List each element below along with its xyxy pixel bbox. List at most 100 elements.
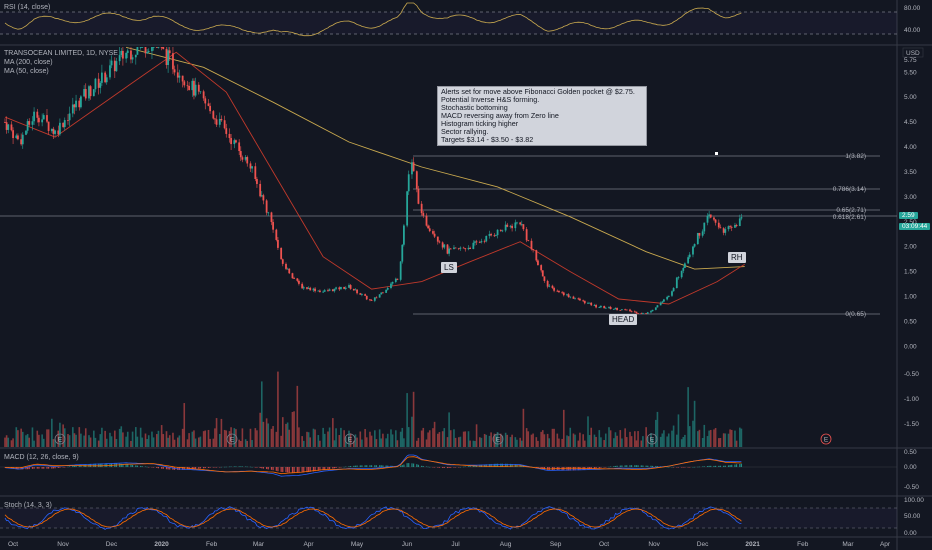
volume-bar	[286, 422, 289, 447]
volume-bar	[214, 428, 216, 447]
candle-body	[62, 122, 65, 128]
volume-bar	[713, 429, 715, 447]
candle-body	[146, 52, 149, 54]
macd-hist-bar	[182, 467, 184, 470]
macd-hist-bar	[209, 467, 211, 468]
price-tick-label: 4.00	[904, 144, 917, 151]
macd-hist-bar	[199, 467, 202, 469]
volume-bar	[369, 431, 371, 447]
macd-hist-bar	[734, 464, 736, 467]
volume-bar	[73, 433, 76, 447]
time-axis-label: Oct	[8, 541, 18, 548]
candle-body	[561, 292, 564, 294]
volume-bar	[522, 408, 525, 447]
volume-bar	[380, 438, 383, 447]
candle-body	[556, 290, 559, 292]
macd-hist-bar	[254, 467, 256, 468]
macd-hist-bar	[75, 465, 77, 467]
volume-bar	[104, 430, 106, 447]
candle-body	[696, 232, 699, 245]
volume-bar	[698, 429, 701, 447]
candle-body	[454, 247, 457, 249]
macd-hist-bar	[458, 467, 460, 468]
time-axis-label: Nov	[648, 541, 660, 548]
macd-hist-bar	[488, 464, 491, 467]
macd-hist-bar	[220, 466, 223, 468]
volume-bar	[118, 428, 121, 447]
stoch-tick-50: 50.00	[904, 513, 921, 520]
candle-body	[322, 291, 325, 293]
volume-bar	[84, 428, 87, 447]
macd-hist-bar	[68, 466, 71, 467]
volume-bar	[407, 427, 410, 447]
head-label[interactable]: HEAD	[609, 314, 638, 325]
candle-body	[399, 261, 402, 280]
volume-bar	[425, 439, 428, 447]
macd-hist-bar	[605, 467, 607, 468]
macd-hist-bar	[511, 464, 513, 467]
candle-body	[28, 121, 31, 125]
volume-bar	[692, 420, 694, 447]
candle-body	[436, 236, 439, 242]
candle-body	[296, 278, 299, 281]
candle-body	[469, 247, 472, 250]
time-axis[interactable]: Oct Nov Dec 2020 Feb Mar Apr May Jun Jul Aug Sep Oct…	[8, 541, 891, 548]
time-axis-label: Jun	[402, 541, 413, 548]
candle-body	[92, 89, 95, 97]
earnings-marker-label: E	[348, 437, 353, 444]
candle-body	[168, 50, 171, 54]
volume-bar	[88, 435, 90, 447]
ma200-line	[125, 46, 745, 270]
candle-body	[717, 222, 720, 228]
candle-body	[608, 306, 610, 308]
macd-hist-bar	[282, 467, 284, 473]
candle-body	[370, 300, 373, 301]
candle-body	[738, 218, 741, 227]
candle-body	[490, 234, 493, 236]
volume-bar	[483, 433, 486, 447]
candle-body	[52, 128, 55, 134]
candle-body	[441, 242, 444, 248]
macd-hist-bar	[193, 467, 195, 470]
candle-body	[687, 257, 690, 264]
annotation-note[interactable]: Alerts set for move above Fibonacci Gold…	[437, 86, 647, 146]
candle-body	[191, 80, 194, 91]
right-shoulder-label[interactable]: RH	[728, 252, 746, 263]
candle-body	[113, 60, 116, 72]
volume-bar	[207, 429, 210, 447]
macd-hist-bar	[472, 465, 474, 467]
candle-body	[306, 287, 308, 289]
macd-hist-bar	[361, 465, 363, 467]
candle-body	[520, 224, 523, 226]
macd-hist-bar	[739, 463, 741, 467]
candle-body	[472, 242, 475, 250]
macd-hist-bar	[287, 467, 289, 473]
volume-bar	[172, 432, 174, 447]
volume-bar	[306, 431, 308, 447]
candle-body	[193, 80, 195, 96]
earnings-marker-label: E	[824, 437, 829, 444]
candle-body	[344, 287, 347, 289]
volume-bar	[625, 437, 628, 447]
left-shoulder-label[interactable]: LS	[441, 262, 457, 273]
macd-hist-bar	[514, 464, 516, 467]
volume-bar	[530, 434, 533, 447]
volume-bar	[714, 428, 717, 447]
volume-bar	[293, 411, 295, 447]
currency-box[interactable]	[902, 47, 924, 58]
volume-bar	[233, 428, 236, 447]
candle-body	[121, 50, 124, 59]
candle-body	[382, 292, 384, 294]
macd-hist-bar	[590, 467, 592, 469]
volume-bar	[688, 426, 691, 447]
volume-bar	[474, 440, 476, 447]
candle-body	[312, 288, 315, 291]
macd-hist-bar	[563, 467, 565, 471]
macd-hist-bar	[542, 467, 544, 469]
volume-bar	[437, 433, 439, 447]
volume-bar	[343, 430, 345, 447]
volume-bar	[5, 435, 8, 447]
volume-bar	[365, 437, 368, 447]
volume-bar	[467, 431, 470, 447]
